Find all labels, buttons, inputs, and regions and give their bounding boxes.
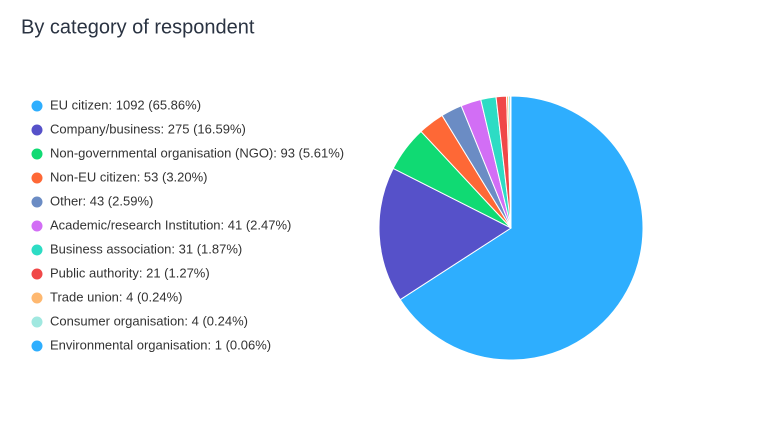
legend-marker xyxy=(31,340,43,352)
legend-marker xyxy=(31,100,43,112)
legend-marker xyxy=(31,148,43,160)
legend-marker xyxy=(31,124,43,136)
legend-label: Non-EU citizen: 53 (3.20%) xyxy=(50,169,208,184)
legend-label: EU citizen: 1092 (65.86%) xyxy=(50,97,201,112)
legend-label: Public authority: 21 (1.27%) xyxy=(50,265,210,280)
legend-marker xyxy=(31,220,43,232)
pie-slice xyxy=(509,95,512,229)
legend-label: Other: 43 (2.59%) xyxy=(50,193,153,208)
legend-label: Company/business: 275 (16.59%) xyxy=(50,121,246,136)
legend-label: Consumer organisation: 4 (0.24%) xyxy=(50,313,248,328)
chart-title: By category of respondent xyxy=(21,16,255,38)
legend-label: Environmental organisation: 1 (0.06%) xyxy=(50,337,271,352)
legend-label: Academic/research Institution: 41 (2.47%… xyxy=(50,217,291,232)
pie-slice xyxy=(399,95,644,361)
legend-marker xyxy=(31,244,43,256)
legend-marker xyxy=(31,196,43,208)
legend-label: Trade union: 4 (0.24%) xyxy=(50,289,182,304)
pie-slice xyxy=(378,167,513,301)
legend-label: Business association: 31 (1.87%) xyxy=(50,241,242,256)
legend-marker xyxy=(31,268,43,280)
legend-label: Non-governmental organisation (NGO): 93 … xyxy=(50,145,344,160)
legend-marker xyxy=(31,172,43,184)
legend-marker xyxy=(31,292,43,304)
legend-marker xyxy=(31,316,43,328)
